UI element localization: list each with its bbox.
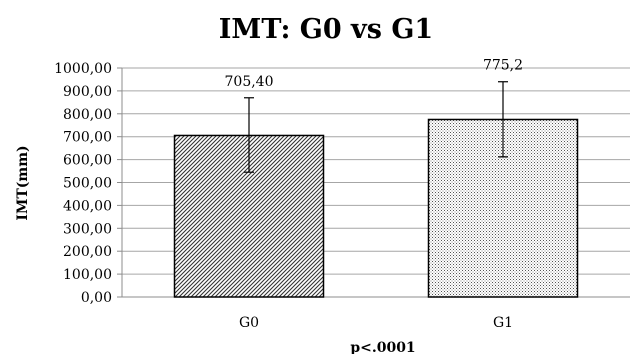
data-labels: 705,40 775,2	[225, 58, 524, 90]
x-category-label: G1	[493, 315, 513, 331]
y-tick-label: 200,00	[63, 244, 112, 260]
data-label: 705,40	[225, 74, 274, 90]
y-axis-ticks: 0,00 100,00 200,00 300,00 400,00 500,00 600,00…	[54, 61, 122, 306]
x-axis-categories: G0 G1	[239, 315, 513, 331]
chart-title: IMT: G0 vs G1	[219, 14, 433, 45]
y-tick-label: 300,00	[63, 221, 112, 237]
y-tick-label: 100,00	[63, 267, 112, 283]
y-tick-label: 900,00	[63, 84, 112, 100]
y-tick-label: 1000,00	[54, 61, 112, 77]
y-axis-label: IMT(mm)	[15, 145, 31, 220]
error-bars	[244, 81, 508, 173]
x-category-label: G0	[239, 315, 259, 331]
y-tick-label: 400,00	[63, 198, 112, 214]
data-label: 775,2	[483, 58, 523, 74]
y-tick-label: 0,00	[81, 290, 112, 306]
y-tick-label: 500,00	[63, 176, 112, 192]
x-axis-label: p<.0001	[350, 340, 415, 354]
y-tick-label: 800,00	[63, 107, 112, 123]
y-tick-label: 600,00	[63, 153, 112, 169]
y-tick-label: 700,00	[63, 130, 112, 146]
bars	[173, 118, 579, 298]
